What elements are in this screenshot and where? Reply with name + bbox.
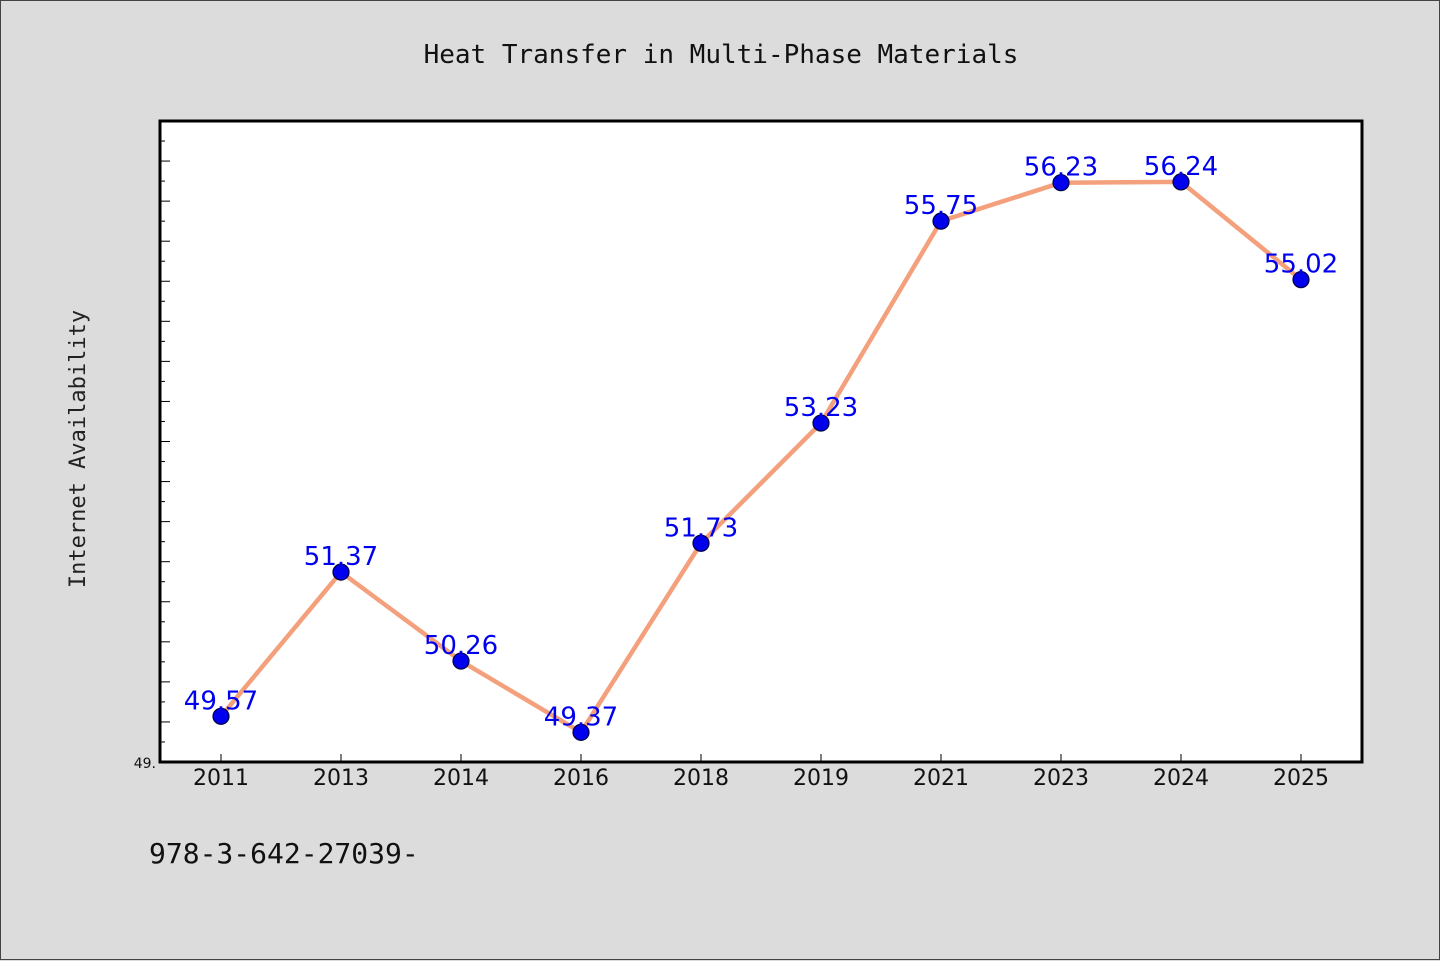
data-point: [692, 534, 710, 552]
plot-area: [158, 119, 1364, 764]
data-point: [932, 212, 950, 230]
data-point: [1172, 173, 1190, 191]
x-tick-label: 2023: [1033, 766, 1089, 791]
data-point: [332, 563, 350, 581]
x-tick-label: 2024: [1153, 766, 1209, 791]
x-axis-ticks: 2011 2013 2014 2016 2018 2019 2021 2023 2024 2025: [193, 754, 1329, 791]
x-tick-label: 2018: [673, 766, 729, 791]
data-point: [572, 723, 590, 741]
x-tick-label: 2021: [913, 766, 969, 791]
data-label: 53.23: [784, 393, 858, 423]
data-label: 50.26: [424, 631, 498, 661]
x-tick-label: 2014: [433, 766, 489, 791]
data-point: [212, 707, 230, 725]
data-label: 56.23: [1024, 153, 1098, 183]
data-point: [1052, 174, 1070, 192]
x-tick-label: 2025: [1273, 766, 1329, 791]
y-axis-ticks: 49.: [134, 120, 170, 772]
y-tick-label: 49.: [134, 756, 156, 772]
x-tick-label: 2019: [793, 766, 849, 791]
data-point: [1292, 271, 1310, 289]
data-point: [812, 414, 830, 432]
data-label: 51.73: [664, 513, 738, 543]
data-point: [452, 652, 470, 670]
data-label: 55.02: [1264, 250, 1338, 280]
data-labels-layer: 49.57 51.37 50.26 49.37 51.73 53.23 55.75 56.23…: [184, 152, 1338, 732]
x-tick-label: 2016: [553, 766, 609, 791]
y-axis-label: Internet Availability: [66, 310, 91, 588]
chart-title: Heat Transfer in Multi-Phase Materials: [424, 40, 1019, 70]
data-label: 55.75: [904, 191, 978, 221]
data-label: 49.57: [184, 686, 258, 716]
x-tick-label: 2013: [313, 766, 369, 791]
data-label: 51.37: [304, 542, 378, 572]
x-tick-label: 2011: [193, 766, 249, 791]
footer-identifier: 978-3-642-27039-: [149, 837, 419, 870]
data-label: 49.37: [544, 702, 618, 732]
series-layer: [212, 173, 1310, 741]
data-label: 56.24: [1144, 152, 1218, 182]
series-line: [218, 179, 1304, 735]
